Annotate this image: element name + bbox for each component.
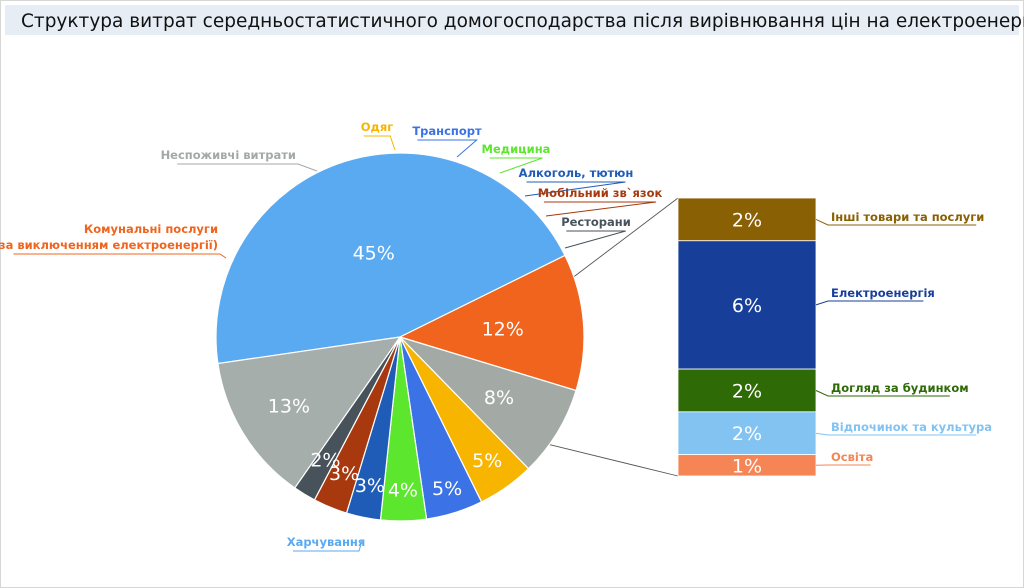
pie-slice-харчування — [215, 152, 566, 365]
pie-value-label: 5% — [432, 478, 462, 500]
leader-line — [524, 181, 626, 197]
pie-slice-other — [217, 336, 402, 489]
pie-value-label: 3% — [329, 463, 359, 485]
leader-line — [363, 135, 396, 151]
category-label-text: Медицина — [482, 142, 551, 156]
leader-line — [543, 201, 657, 217]
leader-line — [417, 139, 479, 158]
bar-segment-освіта — [677, 454, 817, 477]
category-label-text: Мобільний зв`язок — [538, 186, 663, 200]
label-restorany: Ресторани — [561, 215, 631, 249]
bar-category-label: Інші товари та послуги — [831, 210, 984, 224]
label-nespozhyvchi: Неспоживчі витрати — [161, 148, 318, 172]
bar-value-label: 6% — [732, 295, 762, 317]
pie-slice-неспоживчі-витрати — [399, 336, 577, 470]
pie-value-label: 12% — [482, 319, 524, 341]
bar-value-label: 2% — [732, 423, 762, 445]
category-label-text: Неспоживчі витрати — [161, 148, 296, 162]
bar-segment-догляд-за-будинком — [677, 368, 817, 413]
category-label-text: Комунальні послуги (за виключенням електр… — [0, 222, 218, 252]
pie-slice-комунальні-послуги-за-виключенням-електроенергії — [398, 254, 585, 392]
pie-value-label: 13% — [268, 396, 310, 418]
leader-line — [293, 540, 363, 552]
label-harchuvannia: Харчування — [287, 535, 366, 552]
stacked-bar: 2% 6% 2% 2% 1% — [677, 197, 817, 477]
leader-line — [489, 157, 543, 174]
pie-value-label: 2% — [310, 450, 340, 472]
bar-segment-відпочинок-та-культура — [677, 411, 817, 456]
bar-value-label: 1% — [732, 455, 762, 477]
category-label-text: Харчування — [287, 535, 366, 549]
label-transport: Транспорт — [412, 124, 482, 158]
label-електроенергія: Електроенергія — [815, 286, 935, 306]
bar-value-label: 2% — [732, 381, 762, 403]
leader-line — [815, 218, 977, 226]
label-догляд-за-будинком: Догляд за будинком — [815, 381, 969, 397]
pie-value-label: 5% — [472, 450, 502, 472]
category-labels: Харчування Комунальні послуги (за виключен… — [0, 120, 992, 552]
label-komunalni: Комунальні послуги (за виключенням електр… — [0, 222, 227, 259]
bar-category-label: Догляд за будинком — [831, 381, 969, 395]
leader-line — [815, 300, 924, 306]
category-label-text: Алкоголь, тютюн — [519, 166, 634, 180]
pie-chart: 45%12%8%5%5%4%3%3%2%13% — [215, 152, 585, 522]
chart-title: Структура витрат середньостатистичного д… — [21, 11, 1024, 32]
leader-line — [13, 253, 227, 259]
label-medytsyna: Медицина — [482, 142, 551, 174]
label-alkohol: Алкоголь, тютюн — [519, 166, 634, 197]
bar-segment-електроенергія — [677, 240, 817, 370]
leader-line — [564, 230, 626, 249]
leader-line — [815, 432, 977, 436]
category-label-text: Транспорт — [412, 124, 482, 138]
label-освіта: Освіта — [815, 450, 873, 466]
bar-category-label: Освіта — [831, 450, 873, 464]
pie-value-label: 8% — [484, 387, 514, 409]
label-odiah: Одяг — [361, 120, 396, 151]
pie-value-label: 4% — [388, 480, 418, 502]
title-bar: Структура витрат середньостатистичного д… — [5, 5, 1024, 35]
category-label-text: Ресторани — [561, 215, 631, 229]
category-label-text: Одяг — [361, 120, 393, 134]
pie-value-label: 3% — [355, 475, 385, 497]
label-інші-товари-та-послуги: Інші товари та послуги — [815, 210, 984, 226]
leader-line — [815, 390, 950, 397]
label-mobilnyi: Мобільний зв`язок — [538, 186, 663, 217]
bar-category-label: Електроенергія — [831, 286, 935, 300]
bar-category-label: Відпочинок та культура — [831, 420, 992, 434]
leader-line — [177, 163, 318, 172]
label-відпочинок-та-культура: Відпочинок та культура — [815, 420, 992, 436]
bar-value-label: 2% — [732, 209, 762, 231]
pie-value-label: 45% — [353, 243, 395, 265]
